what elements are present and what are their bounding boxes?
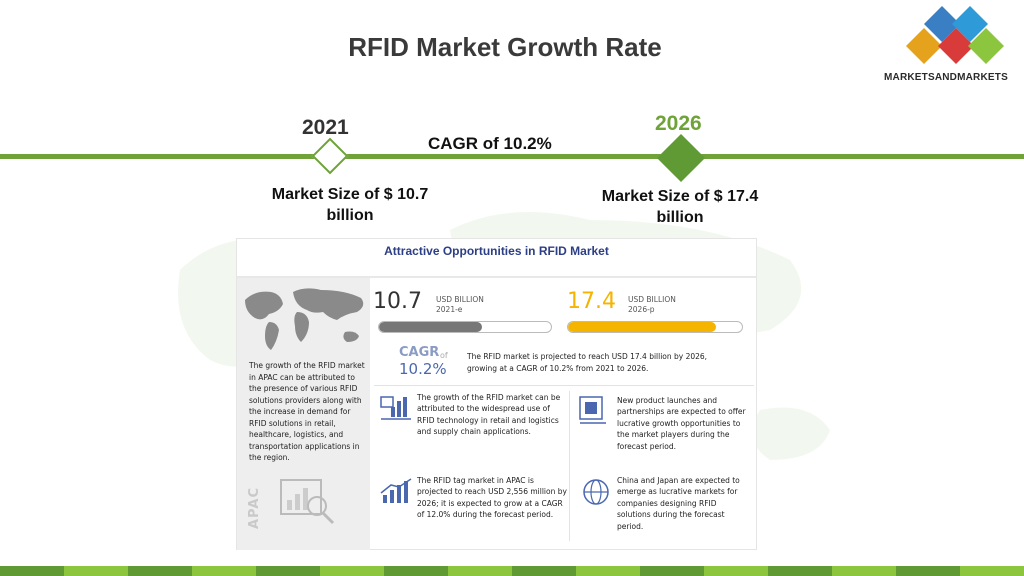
box-china-japan-text: China and Japan are expected to emerge a… bbox=[617, 476, 740, 531]
product-launch-icon bbox=[579, 396, 606, 424]
unit-2021-year: 2021-e bbox=[436, 305, 463, 314]
cagr-description: The RFID market is projected to reach US… bbox=[467, 352, 708, 373]
end-market-size: Market Size of $ 17.4 billion bbox=[601, 188, 759, 226]
footer-segment bbox=[768, 566, 832, 576]
four-diamonds-logo-icon bbox=[906, 6, 1004, 64]
footer-segment bbox=[320, 566, 384, 576]
apac-panel: The growth of the RFID market in APAC ca… bbox=[237, 278, 370, 550]
value-2026: 17.4 bbox=[567, 289, 616, 314]
bar-2026-fill bbox=[568, 322, 716, 332]
footer-segment bbox=[640, 566, 704, 576]
footer-stripe bbox=[0, 566, 1024, 576]
logo-text: MARKETSANDMARKETS bbox=[884, 72, 1008, 83]
unit-2021: USD BILLION 2021-e bbox=[436, 295, 484, 315]
apac-label: APAC bbox=[247, 487, 262, 529]
end-year: 2026 bbox=[655, 112, 702, 135]
bar-2021-fill bbox=[379, 322, 483, 332]
unit-2026: USD BILLION 2026-p bbox=[628, 295, 676, 315]
footer-segment bbox=[448, 566, 512, 576]
value-2021: 10.7 bbox=[373, 289, 422, 314]
globe-icon bbox=[583, 479, 609, 505]
title-divider bbox=[237, 276, 756, 278]
footer-segment bbox=[512, 566, 576, 576]
box-apac-tag-text: The RFID tag market in APAC is projected… bbox=[417, 476, 567, 520]
horizontal-divider bbox=[374, 385, 754, 386]
footer-segment bbox=[960, 566, 1024, 576]
footer-segment bbox=[896, 566, 960, 576]
cagr-headline: CAGR of 10.2% bbox=[428, 134, 552, 153]
footer-segment bbox=[384, 566, 448, 576]
company-logo: MARKETSANDMARKETS bbox=[880, 4, 1024, 90]
bar-2021 bbox=[378, 321, 552, 333]
footer-segment bbox=[192, 566, 256, 576]
start-year: 2021 bbox=[302, 116, 349, 139]
cagr-label: CAGR bbox=[399, 345, 440, 360]
cagr-value: 10.2% bbox=[399, 360, 447, 378]
footer-segment bbox=[0, 566, 64, 576]
bar-2026 bbox=[567, 321, 743, 333]
world-map-icon bbox=[245, 288, 364, 350]
unit-2026-label: USD BILLION bbox=[628, 295, 676, 304]
apac-description: The growth of the RFID market in APAC ca… bbox=[249, 361, 365, 462]
unit-2026-year: 2026-p bbox=[628, 305, 655, 314]
footer-segment bbox=[256, 566, 320, 576]
retail-chart-icon bbox=[380, 396, 411, 420]
unit-2021-label: USD BILLION bbox=[436, 295, 484, 304]
box-retail-text: The growth of the RFID market can be att… bbox=[417, 393, 561, 437]
infographic-title: Attractive Opportunities in RFID Market bbox=[384, 244, 609, 258]
analytics-magnifier-icon bbox=[280, 479, 335, 525]
footer-segment bbox=[64, 566, 128, 576]
infographic-card: Attractive Opportunities in RFID Market … bbox=[236, 238, 757, 550]
footer-segment bbox=[576, 566, 640, 576]
footer-segment bbox=[704, 566, 768, 576]
cagr-of: of bbox=[440, 351, 448, 360]
footer-segment bbox=[128, 566, 192, 576]
start-market-size: Market Size of $ 10.7 billion bbox=[271, 186, 429, 224]
timeline-bar bbox=[0, 154, 1024, 159]
bar-growth-icon bbox=[380, 478, 412, 503]
page-title: RFID Market Growth Rate bbox=[348, 32, 662, 62]
box-launch-text: New product launches and partnerships ar… bbox=[617, 396, 746, 451]
footer-segment bbox=[832, 566, 896, 576]
vertical-divider bbox=[569, 391, 570, 541]
